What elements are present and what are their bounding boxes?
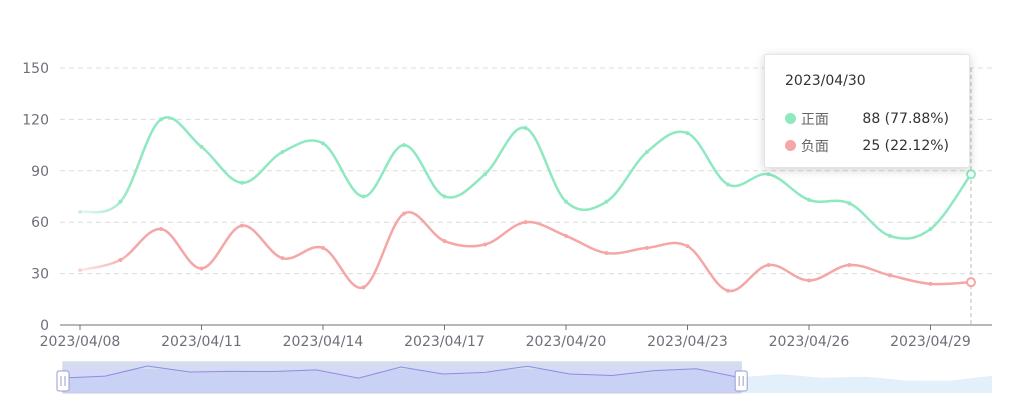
data-point[interactable] (847, 201, 852, 206)
data-point[interactable] (482, 172, 488, 177)
tooltip-series-name: 负面 (800, 138, 829, 155)
y-tick-label: 30 (31, 267, 49, 283)
data-point[interactable] (887, 273, 893, 278)
legend-dot-icon (785, 140, 796, 151)
data-point[interactable] (401, 211, 407, 216)
data-point[interactable] (966, 169, 976, 180)
data-point[interactable] (77, 209, 83, 214)
y-tick-label: 0 (40, 318, 49, 334)
data-point[interactable] (199, 144, 204, 149)
data-point[interactable] (523, 220, 528, 225)
data-point[interactable] (966, 277, 976, 288)
x-tick-label: 2023/04/08 (40, 334, 121, 350)
data-point[interactable] (442, 238, 447, 244)
x-tick-label: 2023/04/17 (404, 334, 485, 350)
tooltip-series-value: 25 (22.12%) (862, 137, 949, 154)
data-point[interactable] (644, 149, 650, 155)
tooltip-series-name: 正面 (800, 111, 829, 128)
data-point[interactable] (604, 250, 609, 256)
tooltip-row-positive: 正面 88 (77.88%) (785, 105, 949, 132)
data-point[interactable] (482, 242, 488, 247)
data-point[interactable] (685, 131, 690, 136)
zoom-handle-start[interactable] (56, 370, 70, 392)
data-point[interactable] (604, 199, 609, 204)
x-axis: 2023/04/08 2023/04/11 2023/04/14 2023/04/17… (40, 324, 992, 350)
zoom-move-bar[interactable] (63, 362, 742, 369)
zoom-handle-end[interactable] (734, 370, 748, 392)
data-point[interactable] (847, 262, 852, 268)
x-tick-label: 2023/04/29 (890, 334, 971, 350)
data-point[interactable] (77, 268, 83, 273)
data-point[interactable] (766, 262, 771, 268)
data-zoom-slider[interactable] (56, 361, 992, 394)
data-point[interactable] (887, 233, 893, 238)
x-tick-label: 2023/04/23 (647, 334, 728, 350)
data-point[interactable] (401, 143, 407, 148)
data-point[interactable] (280, 256, 285, 261)
data-point[interactable] (199, 266, 204, 271)
data-point[interactable] (725, 182, 731, 187)
data-point[interactable] (442, 194, 447, 199)
data-point[interactable] (239, 180, 245, 185)
y-tick-label: 90 (31, 164, 49, 180)
chart-tooltip: 2023/04/30 正面 88 (77.88%) 负面 25 (22.12%) (764, 54, 970, 168)
series-line-negative (78, 211, 973, 292)
x-tick-label: 2023/04/26 (769, 334, 850, 350)
data-point[interactable] (158, 227, 164, 232)
data-point[interactable] (118, 199, 123, 204)
data-point[interactable] (158, 117, 164, 122)
data-point[interactable] (523, 125, 528, 131)
data-point[interactable] (239, 223, 245, 228)
data-point[interactable] (280, 149, 285, 155)
data-point[interactable] (928, 227, 933, 232)
data-point[interactable] (644, 245, 650, 250)
tooltip-series-value: 88 (77.88%) (862, 110, 949, 127)
y-tick-label: 60 (31, 215, 49, 231)
x-tick-label: 2023/04/11 (161, 334, 242, 350)
data-point[interactable] (361, 285, 366, 290)
tooltip-title: 2023/04/30 (785, 73, 866, 89)
x-tick-label: 2023/04/14 (283, 334, 364, 350)
y-tick-label: 120 (22, 112, 49, 128)
y-tick-label: 150 (22, 61, 49, 77)
legend-dot-icon (785, 113, 796, 124)
data-point[interactable] (806, 278, 812, 283)
data-point[interactable] (361, 194, 366, 199)
data-point[interactable] (806, 197, 812, 202)
zoom-preview-line (62, 365, 739, 379)
data-point[interactable] (563, 199, 569, 204)
data-point[interactable] (928, 281, 933, 286)
data-point[interactable] (766, 172, 771, 177)
y-axis: 0 30 60 90 120 150 (22, 61, 49, 334)
x-tick-label: 2023/04/20 (526, 334, 607, 350)
data-point[interactable] (725, 288, 731, 293)
data-point[interactable] (685, 244, 690, 249)
data-point[interactable] (563, 233, 569, 238)
data-point[interactable] (320, 245, 326, 250)
data-point[interactable] (320, 141, 326, 146)
data-point[interactable] (118, 257, 123, 262)
series-lines (77, 116, 976, 293)
tooltip-row-negative: 负面 25 (22.12%) (785, 132, 949, 159)
